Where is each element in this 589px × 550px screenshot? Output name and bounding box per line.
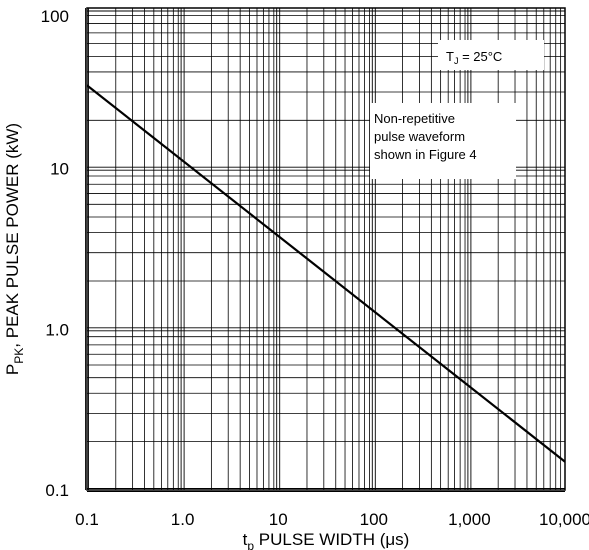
waveform-annotation-box bbox=[370, 103, 516, 179]
y-tick-label: 1.0 bbox=[45, 320, 69, 339]
waveform-annotation-text: Non-repetitive pulse waveform shown in Fig… bbox=[374, 111, 477, 162]
x-tick-label: 10 bbox=[269, 510, 288, 529]
x-axis-label-mu: μ bbox=[385, 530, 395, 549]
series bbox=[86, 84, 566, 463]
temperature-subscript: J bbox=[454, 56, 459, 66]
x-tick-label: 1.0 bbox=[171, 510, 195, 529]
y-axis-label-subscript: PK bbox=[12, 348, 26, 364]
y-axis-label-main: P bbox=[3, 364, 22, 375]
x-axis-label: tp PULSE WIDTH (μs) bbox=[243, 530, 410, 550]
x-tick-label: 10,000 bbox=[539, 510, 589, 529]
x-axis-label-subscript: p bbox=[247, 539, 254, 550]
x-axis-label-main: t bbox=[243, 530, 248, 549]
x-tick-label: 100 bbox=[360, 510, 388, 529]
grid bbox=[85, 8, 565, 492]
x-tick-labels: 0.1 1.0 10 100 1,000 10,000 bbox=[75, 510, 589, 529]
waveform-annotation-line: pulse waveform bbox=[374, 129, 465, 144]
y-tick-labels: 0.1 1.0 10 100 bbox=[41, 7, 69, 500]
y-axis-label: PPK, PEAK PULSE POWER (kW) bbox=[3, 123, 26, 375]
y-tick-label: 0.1 bbox=[45, 481, 69, 500]
y-tick-label: 100 bbox=[41, 7, 69, 26]
x-tick-label: 1,000 bbox=[448, 510, 491, 529]
x-tick-label: 0.1 bbox=[75, 510, 99, 529]
waveform-annotation: Non-repetitive pulse waveform shown in Fig… bbox=[370, 103, 516, 179]
waveform-annotation-line: shown in Figure 4 bbox=[374, 147, 477, 162]
temperature-value: = 25°C bbox=[458, 49, 502, 64]
waveform-annotation-line: Non-repetitive bbox=[374, 111, 455, 126]
series-line bbox=[86, 84, 566, 463]
y-axis-label-text: , PEAK PULSE POWER (kW) bbox=[3, 123, 22, 348]
y-tick-label: 10 bbox=[50, 160, 69, 179]
plot-frame bbox=[86, 7, 566, 491]
x-axis-label-text: PULSE WIDTH ( bbox=[254, 530, 386, 549]
temperature-symbol: T bbox=[446, 49, 454, 64]
temperature-annotation-box bbox=[438, 40, 544, 70]
temperature-annotation: TJ = 25°C bbox=[438, 40, 544, 70]
x-axis-label-unit: s) bbox=[395, 530, 409, 549]
temperature-annotation-text: TJ = 25°C bbox=[446, 49, 502, 66]
